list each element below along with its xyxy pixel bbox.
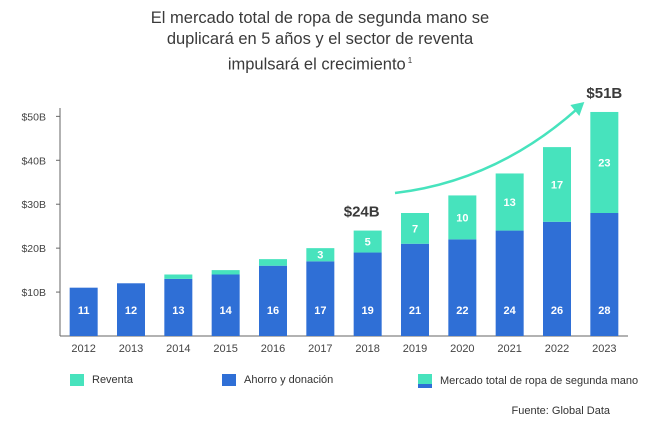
x-tick-label: 2021 [497,343,521,355]
bar-reventa [401,213,429,244]
bar-label-ahorro: 11 [78,305,90,317]
legend-label-ahorro: Ahorro y donación [244,374,334,386]
title-line-2: duplicará en 5 años y el sector de reven… [166,30,474,48]
trend-arrow-head [570,101,585,116]
bar-label-ahorro: 26 [551,305,563,317]
legend-item-mercado: Mercado total de ropa de segunda mano [418,374,638,388]
source-note: Fuente: Global Data [511,405,610,417]
x-tick-label: 2017 [308,343,332,355]
bar-ahorro [543,221,571,336]
value-annotation: $24B [344,204,380,221]
value-annotation: $51B [586,85,622,102]
bar-label-ahorro: 19 [362,305,374,317]
legend-item-ahorro: Ahorro y donación [222,374,333,386]
x-tick-label: 2015 [213,343,237,355]
legend-item-reventa: Reventa [70,374,133,386]
bar-label-reventa: 10 [456,212,468,224]
legend-swatch-ahorro [222,374,236,386]
bar-label-reventa: 3 [317,250,323,262]
bar-ahorro [211,274,240,336]
title-line-3-text: impulsará el crecimiento [227,55,406,74]
chart-title: El mercado total de ropa de segunda mano… [100,8,540,76]
bar-label-reventa: 23 [598,157,610,169]
bar-ahorro [164,278,193,336]
x-tick-label: 2020 [450,343,474,355]
x-tick-label: 2018 [355,343,379,355]
bar-label-reventa: 5 [365,237,371,249]
bar-reventa [164,274,193,279]
legend-swatch-reventa [70,374,84,386]
title-line-1: El mercado total de ropa de segunda mano… [150,9,490,27]
bar-reventa [211,270,240,275]
bar-reventa [543,147,571,222]
title-line-3: impulsará el crecimiento 1 [100,50,540,76]
trend-arrow-line [394,107,580,195]
bar-label-reventa: 17 [551,179,563,191]
bar-ahorro [259,265,287,336]
bar-label-ahorro: 17 [314,305,326,317]
bar-label-ahorro: 21 [409,305,421,317]
bar-reventa [448,195,477,240]
bar-ahorro [306,261,335,336]
bar-ahorro [590,213,619,336]
x-tick-label: 2016 [261,343,285,355]
bar-label-ahorro: 22 [456,305,468,317]
title-footnote: 1 [407,56,413,65]
y-tick-label: $40B [21,155,46,167]
bar-label-ahorro: 13 [172,305,184,317]
y-tick-label: $30B [21,199,46,211]
x-tick-label: 2014 [166,343,190,355]
x-tick-label: 2012 [71,343,95,355]
bar-reventa [495,173,524,231]
x-tick-label: 2019 [403,343,427,355]
bar-ahorro [495,230,524,336]
x-tick-label: 2023 [592,343,616,355]
bar-ahorro [353,252,382,336]
bar-ahorro [448,239,477,336]
y-tick-label: $50B [21,111,46,123]
bar-reventa [259,259,287,266]
bar-label-ahorro: 16 [267,305,279,317]
bar-reventa [353,230,382,253]
legend-swatch-mercado [418,374,432,388]
bar-reventa [306,248,335,262]
legend-label-mercado: Mercado total de ropa de segunda mano [440,375,639,387]
bar-reventa [590,111,619,213]
x-tick-label: 2013 [119,343,143,355]
bar-label-reventa: 13 [504,197,516,209]
bar-ahorro [69,287,98,336]
y-tick-label: $10B [21,287,46,299]
legend-label-reventa: Reventa [92,374,133,386]
bar-ahorro [401,243,429,336]
bar-label-ahorro: 14 [220,305,233,317]
x-tick-label: 2022 [545,343,569,355]
bar-label-reventa: 7 [412,223,418,235]
bar-label-ahorro: 24 [504,305,517,317]
y-tick-label: $20B [21,243,46,255]
bar-label-ahorro: 12 [125,305,137,317]
bar-ahorro [117,283,145,336]
bar-label-ahorro: 28 [598,305,610,317]
